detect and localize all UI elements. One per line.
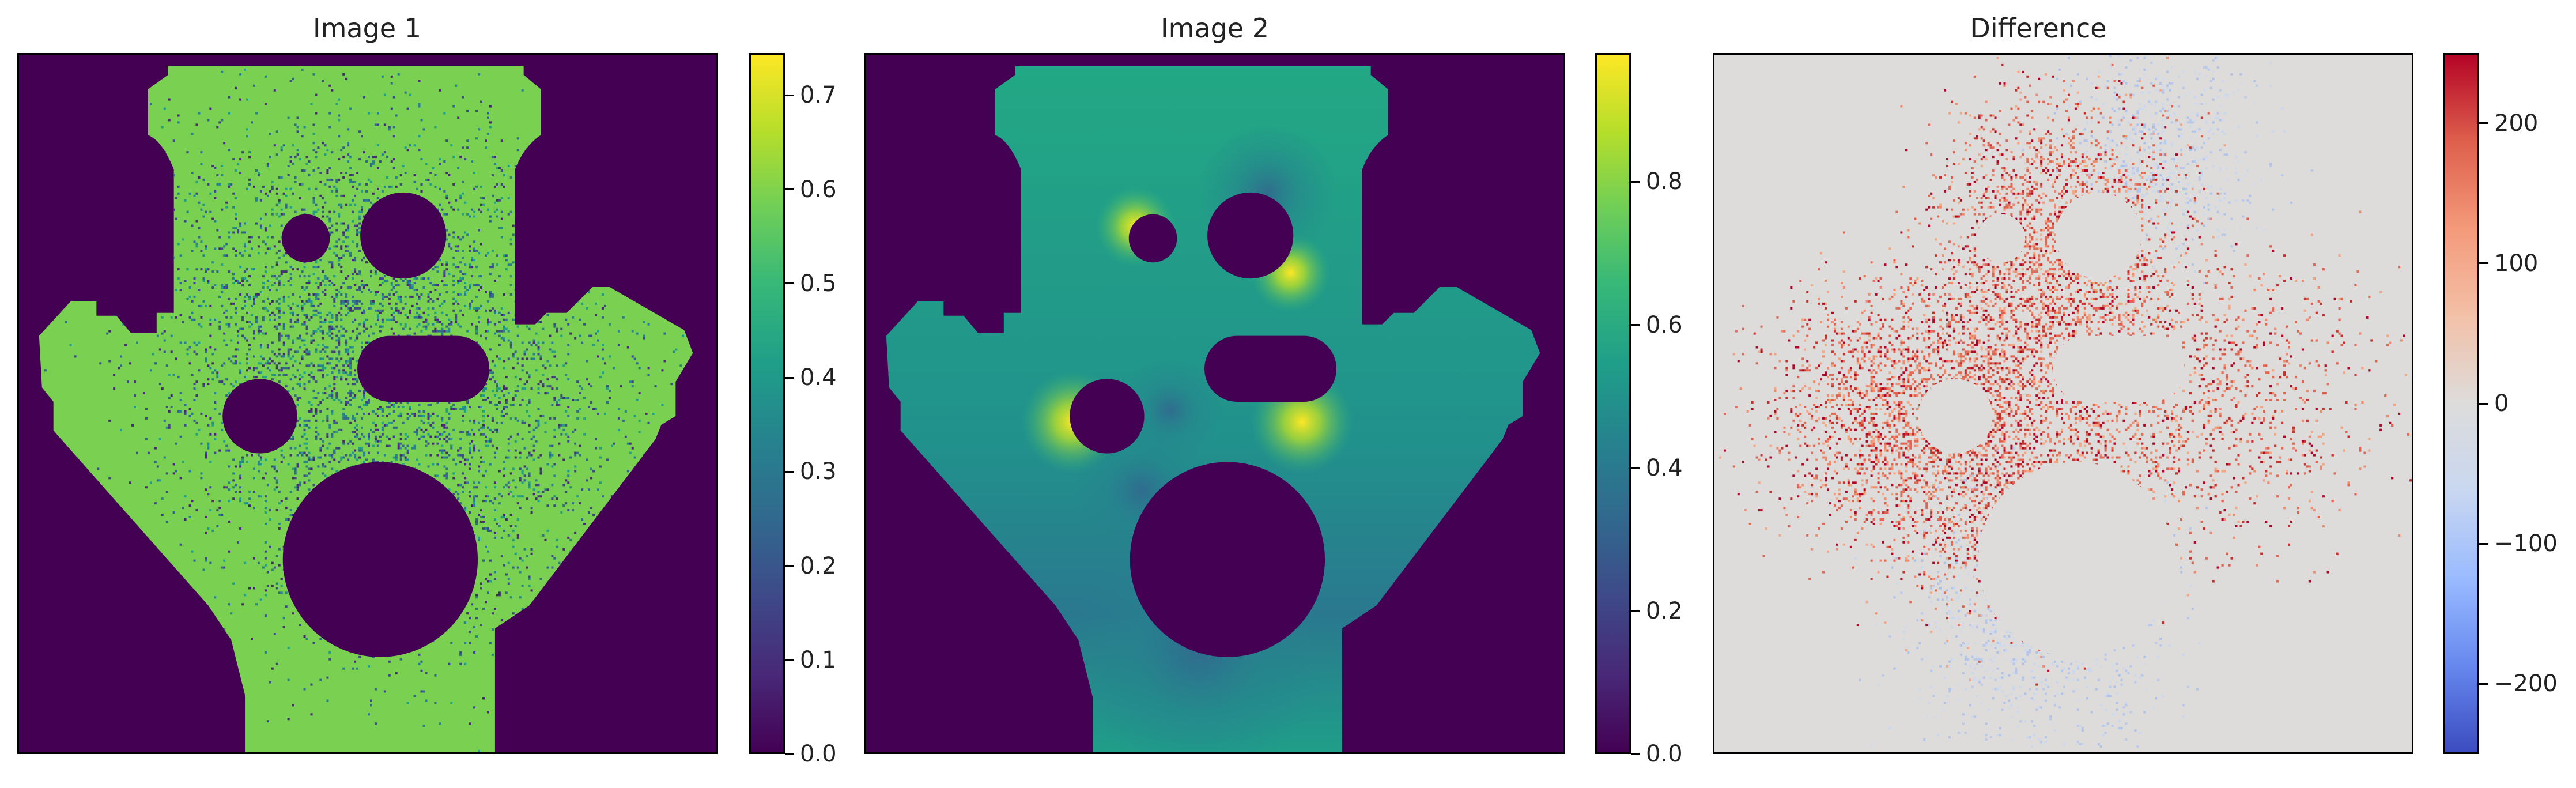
hole-0 [1128, 214, 1177, 263]
difference-canvas [1714, 55, 2412, 752]
colorbar-1-tick [785, 565, 794, 567]
panel-2-title: Image 2 [1161, 13, 1269, 44]
colorbar-1-tick-label: 0.4 [800, 364, 837, 391]
colorbar-1-tick [785, 470, 794, 473]
colorbar-1-tick [785, 94, 794, 96]
colorbar-1-tick-label: 0.7 [800, 82, 837, 109]
colorbar-2-tick-label: 0.6 [1646, 311, 1683, 338]
colorbar-1-tick [785, 376, 794, 379]
hole-0 [1977, 214, 2026, 263]
colorbar-1-tick [785, 282, 794, 285]
colorbar-1-tick-label: 0.2 [800, 552, 837, 579]
colorbar-2-tick [1631, 324, 1640, 326]
colorbar-1-tick-label: 0.6 [800, 176, 837, 203]
hole-2 [222, 379, 297, 454]
colorbar-3-tick [2479, 122, 2488, 125]
hole-1 [2056, 192, 2142, 279]
image-1-holes [222, 192, 489, 657]
colorbar-2-tick-label: 0.4 [1646, 454, 1683, 481]
slot-hole [357, 335, 489, 402]
colorbar-1-tick-label: 0.5 [800, 270, 837, 297]
colorbar-1-tick [785, 188, 794, 191]
difference-holes [1918, 192, 2185, 657]
hole-1 [360, 192, 447, 279]
colorbar-3-tick [2479, 402, 2488, 405]
colorbar-1-tick [785, 753, 794, 755]
colorbar-2-tick-label: 0.8 [1646, 168, 1683, 195]
difference-heatmap [1713, 53, 2413, 754]
colorbar-1-tick-label: 0.1 [800, 646, 837, 673]
panel-3-title: Difference [1970, 13, 2107, 44]
hole-3 [282, 462, 478, 657]
hole-1 [1207, 192, 1294, 279]
colorbar-2-tick-label: 0.2 [1646, 597, 1683, 624]
colorbar-2 [1595, 53, 1631, 754]
colorbar-2-tick [1631, 180, 1640, 183]
colorbar-3-tick [2479, 262, 2488, 265]
hole-2 [1918, 379, 1993, 454]
colorbar-2-tick [1631, 467, 1640, 469]
hole-3 [1978, 462, 2174, 657]
colorbar-3-tick-label: 0 [2494, 390, 2509, 417]
hole-3 [1130, 462, 1325, 657]
colorbar-2-tick [1631, 610, 1640, 612]
colorbar-3 [2443, 53, 2479, 754]
colorbar-3-tick-label: 200 [2494, 110, 2539, 137]
colorbar-2-tick [1631, 753, 1640, 755]
slot-hole [2053, 335, 2185, 402]
image-1-shape [39, 66, 693, 752]
colorbar-1-tick-label: 0.0 [800, 741, 837, 767]
colorbar-2-tick-label: 0.0 [1646, 741, 1683, 767]
colorbar-3-tick-label: −200 [2494, 670, 2558, 697]
image-1-heatmap [17, 53, 718, 754]
colorbar-3-tick [2479, 683, 2488, 685]
panel-1-title: Image 1 [313, 13, 421, 44]
colorbar-1-tick-label: 0.3 [800, 458, 837, 485]
colorbar-3-tick-label: 100 [2494, 250, 2539, 277]
hole-0 [281, 214, 330, 263]
image-1-canvas [19, 55, 716, 752]
image-2-heatmap [864, 53, 1565, 754]
slot-hole [1204, 335, 1336, 402]
colorbar-3-tick-label: −100 [2494, 530, 2558, 557]
colorbar-1 [749, 53, 785, 754]
image-2-canvas [866, 55, 1563, 752]
colorbar-3-tick [2479, 542, 2488, 545]
hole-2 [1070, 379, 1145, 454]
image-2-holes [1070, 192, 1336, 657]
colorbar-1-tick [785, 659, 794, 661]
